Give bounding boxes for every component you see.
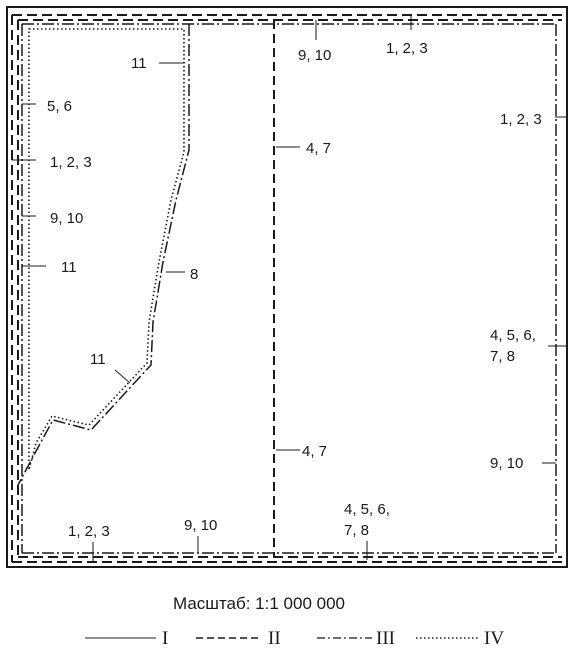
legend-label-II: II (268, 628, 281, 649)
label-right-45678-line2: 7, 8 (490, 348, 515, 365)
label-top-910: 9, 10 (298, 47, 331, 64)
label-11-diagonal: 11 (90, 351, 106, 368)
label-left-910: 9, 10 (50, 210, 83, 227)
boundary-IV-polygon (28, 28, 185, 471)
label-top-right-123: 1, 2, 3 (386, 40, 428, 57)
label-bottom-123: 1, 2, 3 (68, 523, 110, 540)
boundary-III-polygon (17, 24, 190, 486)
scale-text: Масштаб: 1:1 000 000 (173, 594, 345, 613)
legend: I II III IV (85, 628, 504, 649)
label-left-11: 11 (61, 259, 77, 276)
label-left-123: 1, 2, 3 (50, 154, 92, 171)
label-mid-47-top: 4, 7 (306, 140, 331, 157)
label-8: 8 (190, 266, 198, 283)
label-left-56: 5, 6 (47, 98, 72, 115)
leader-lines (12, 14, 568, 562)
label-right-45678-line1: 4, 5, 6, (490, 327, 536, 344)
label-bottom-910: 9, 10 (184, 517, 217, 534)
legend-label-I: I (162, 628, 168, 649)
label-bottom-45678-line1: 4, 5, 6, (344, 501, 390, 518)
label-inner-11-top: 11 (131, 55, 147, 72)
boundary-I-outer (6, 6, 568, 568)
label-right-123: 1, 2, 3 (500, 111, 542, 128)
label-mid-47-bottom: 4, 7 (302, 443, 327, 460)
label-right-910: 9, 10 (490, 455, 523, 472)
label-bottom-45678-line2: 7, 8 (344, 522, 369, 539)
legend-label-IV: IV (484, 628, 504, 649)
legend-label-III: III (376, 628, 395, 649)
